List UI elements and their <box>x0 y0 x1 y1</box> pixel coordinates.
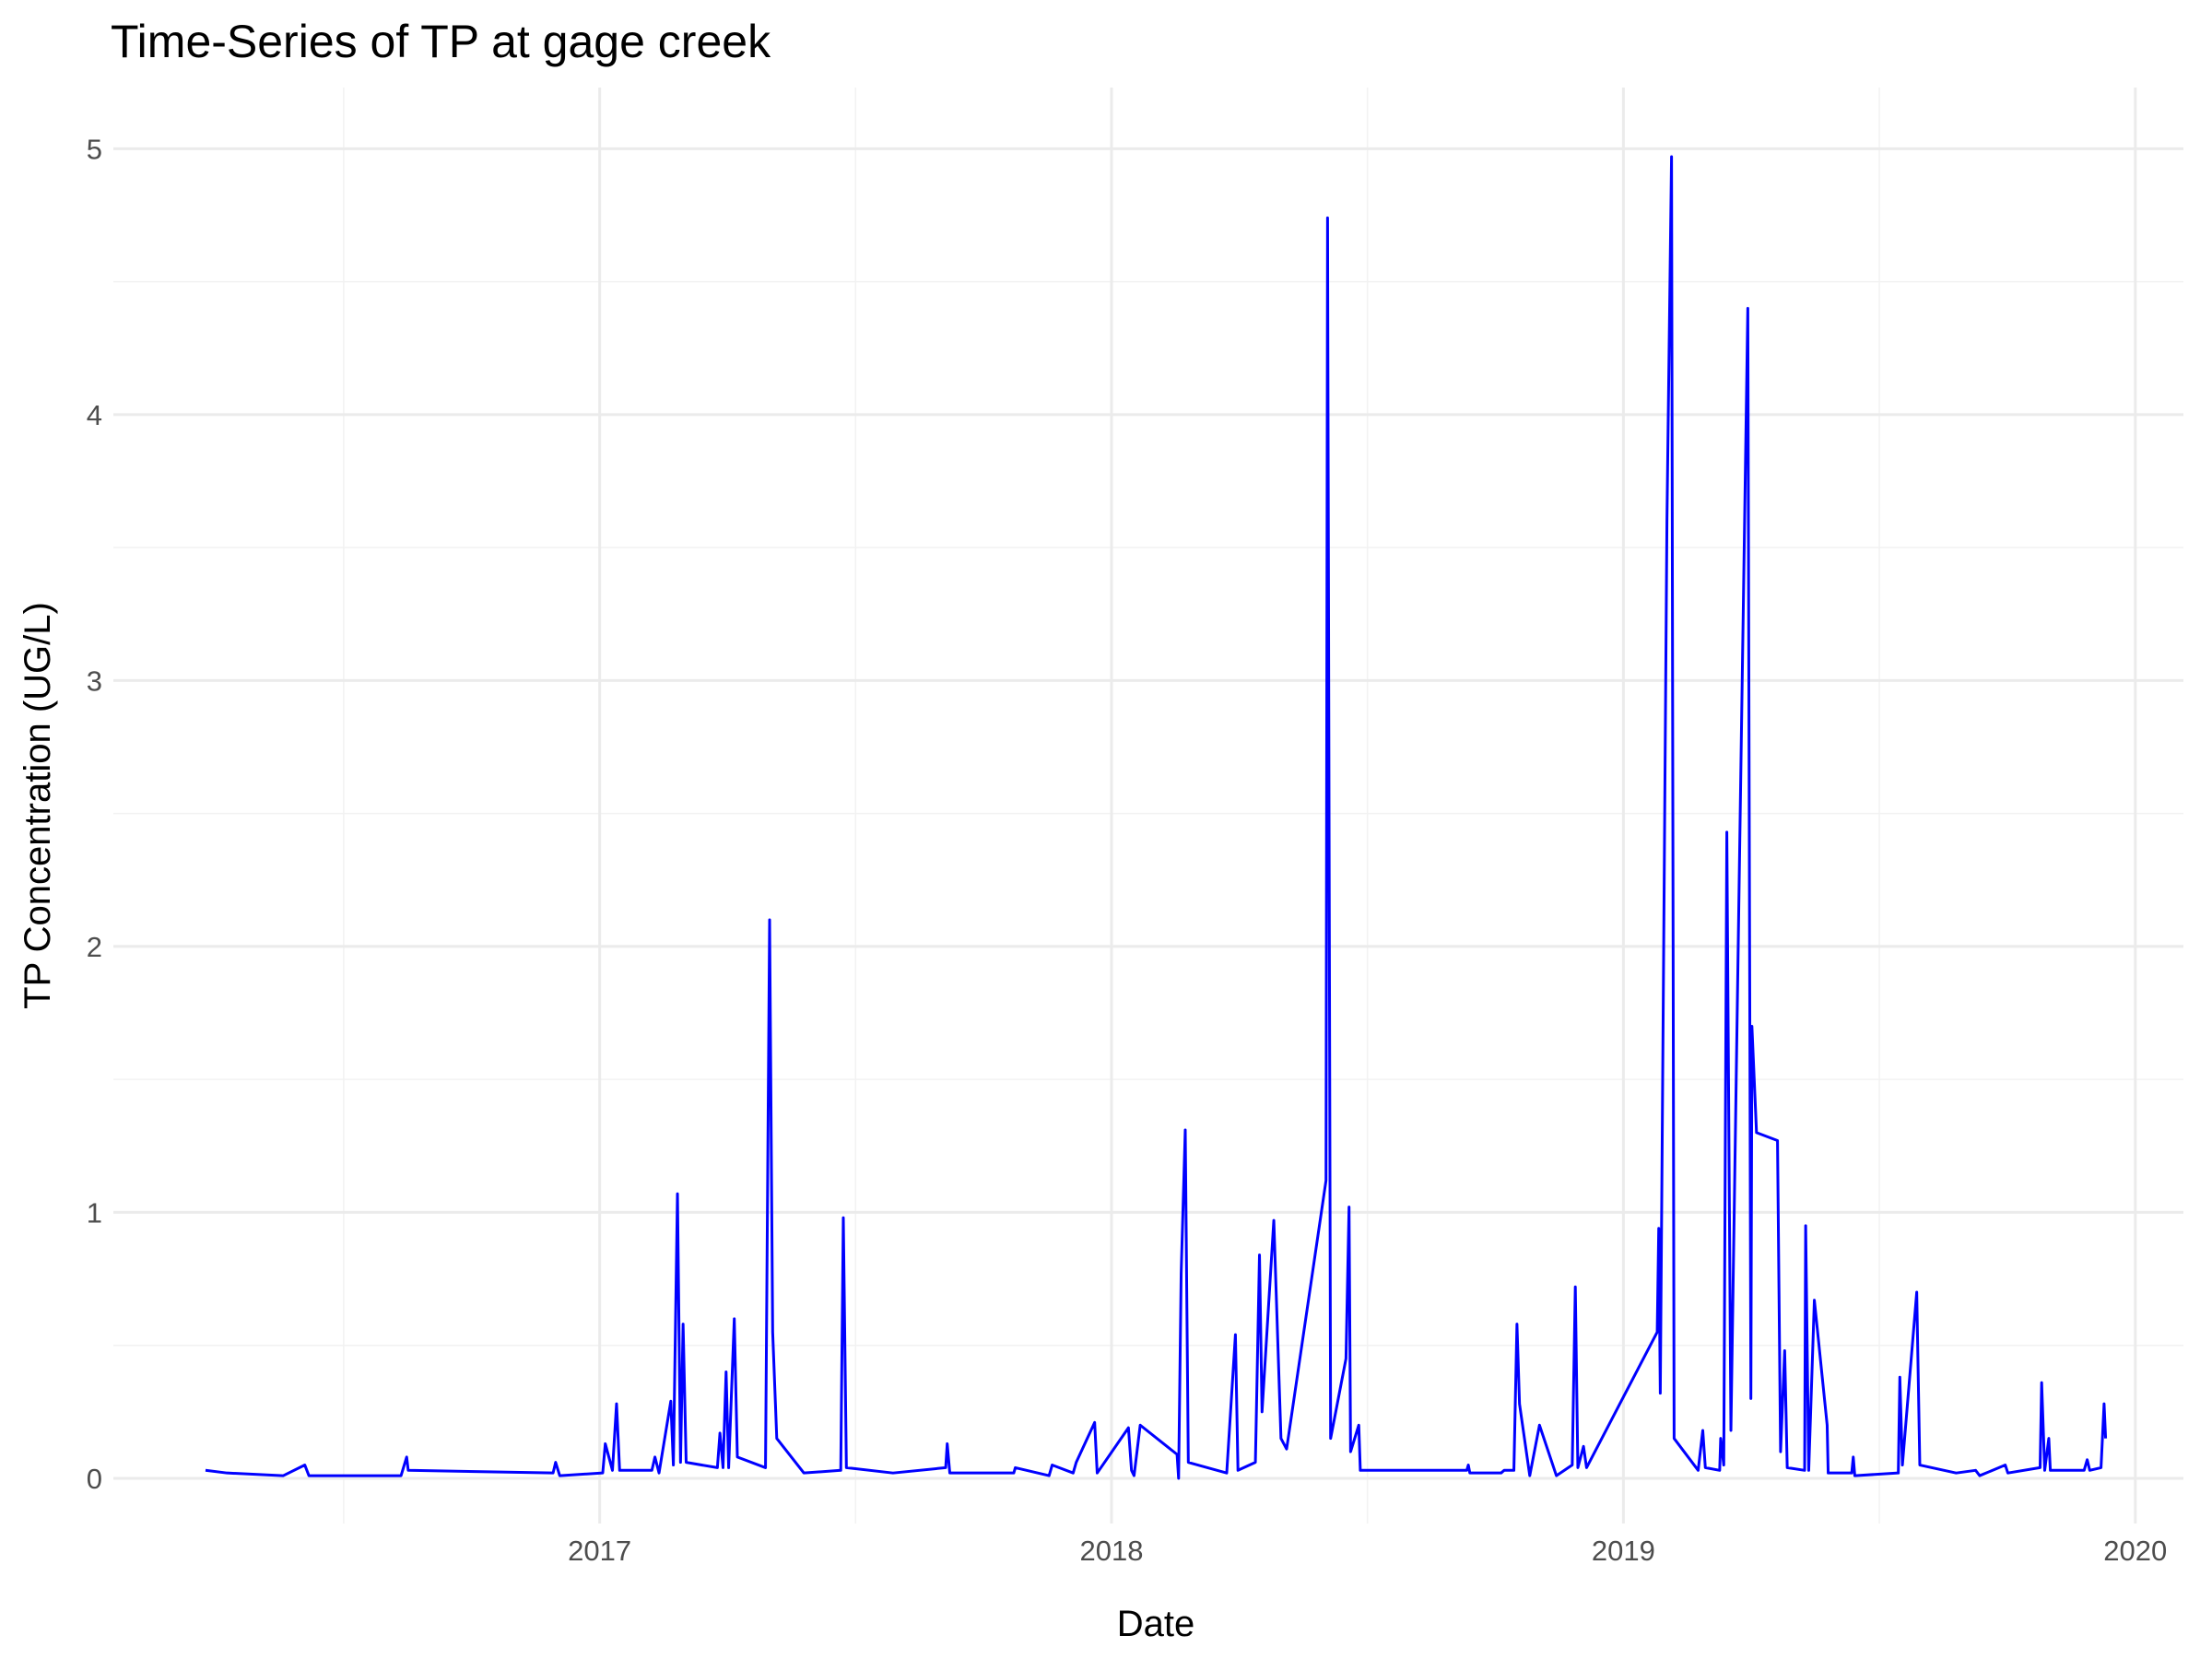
data-line <box>205 155 2108 1480</box>
y-tick-label: 1 <box>87 1196 102 1229</box>
chart-title: Time-Series of TP at gage creek <box>111 16 771 67</box>
y-tick-label: 0 <box>87 1463 102 1495</box>
y-tick-label: 4 <box>87 399 102 431</box>
marks <box>205 155 2108 1480</box>
ticks: 0 1 2 3 4 5 2017 2018 2019 2020 <box>87 133 2168 1567</box>
x-tick-label: 2018 <box>1080 1535 1144 1567</box>
x-tick-label: 2019 <box>1592 1535 1655 1567</box>
y-tick-label: 5 <box>87 133 102 165</box>
x-tick-label: 2020 <box>2103 1535 2167 1567</box>
grid <box>113 88 2183 1524</box>
y-axis-title: TP Concentration (UG/L) <box>18 602 58 1009</box>
y-tick-label: 3 <box>87 665 102 697</box>
x-axis-title: Date <box>1117 1604 1195 1644</box>
y-tick-label: 2 <box>87 931 102 963</box>
x-tick-label: 2017 <box>568 1535 631 1567</box>
